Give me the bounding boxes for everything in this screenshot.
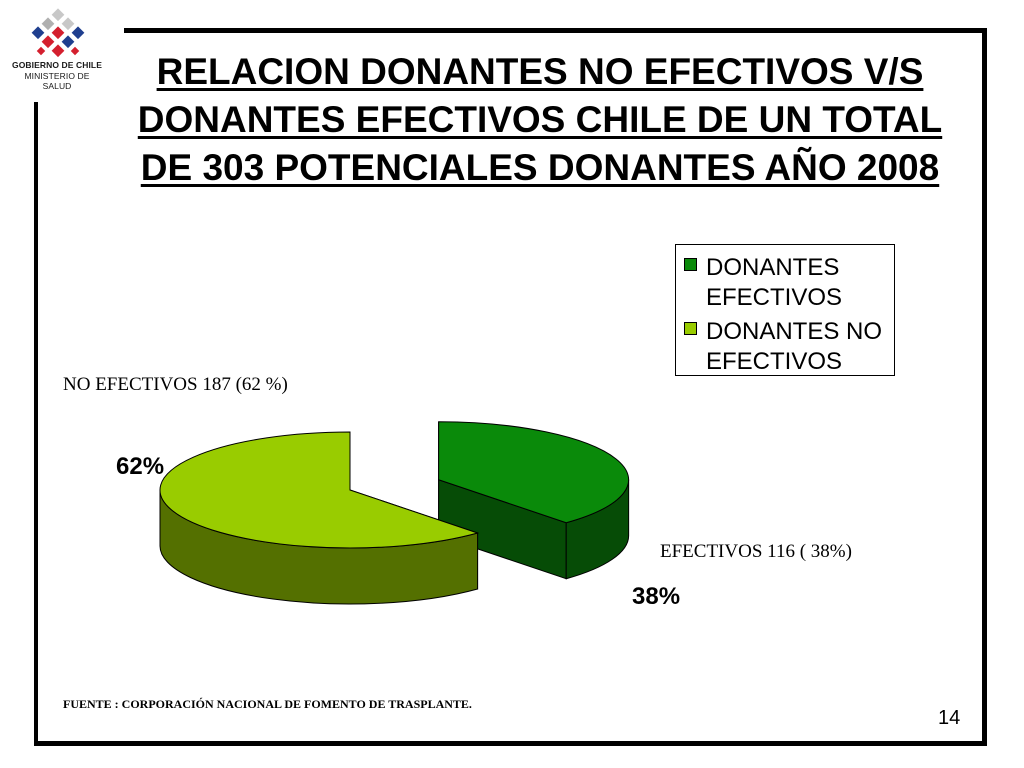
page-number: 14 [938,707,961,729]
pie-label-38: 38% [632,583,681,610]
annotation-efectivos: EFECTIVOS 116 ( 38%) [660,541,852,562]
legend-swatch-efectivos [684,258,697,271]
legend-swatch-no-efectivos [684,322,697,335]
annotation-no-efectivos: NO EFECTIVOS 187 (62 %) [63,374,288,395]
title-line-3: DE 303 POTENCIALES DONANTES AÑO 2008 [140,147,940,188]
slide-frame [34,28,987,746]
gobierno-de-chile-logo [31,8,85,58]
source-note: FUENTE : CORPORACIÓN NACIONAL DE FOMENTO… [63,697,472,711]
legend-label-efectivos: DONANTES EFECTIVOS [706,254,843,311]
pie-slice-efectivos [438,421,630,524]
pie-label-62: 62% [116,453,165,480]
slide-title: RELACION DONANTES NO EFECTIVOS V/S DONAN… [100,48,980,192]
logo-text-ministerio: MINISTERIO DE SALUD [24,71,90,91]
chart-legend: DONANTES EFECTIVOS DONANTES NO EFECTIVOS [675,244,895,376]
logo-text-gobierno: GOBIERNO DE CHILE [11,60,102,70]
title-line-1: RELACION DONANTES NO EFECTIVOS V/S [156,51,924,92]
legend-label-no-efectivos: DONANTES NO EFECTIVOS [706,318,883,375]
pie-slice-no-efectivos [159,431,480,549]
title-line-2: DONANTES EFECTIVOS CHILE DE UN TOTAL [137,99,943,140]
